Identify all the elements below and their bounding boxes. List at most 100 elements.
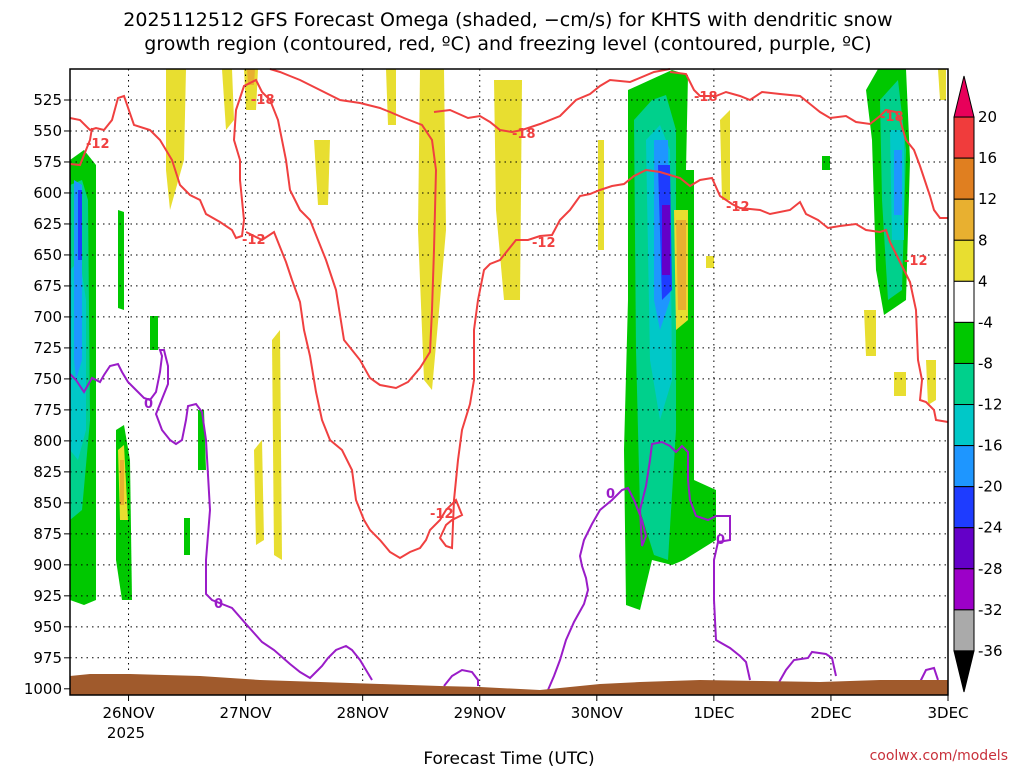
y-tick-label: 550 [33,122,62,140]
colorbar-label: -24 [978,519,1003,537]
colorbar-swatch [953,445,975,488]
contour-label-purple: 0 [716,533,725,548]
freezing-contour-right [547,440,751,691]
omega-shading [70,69,946,610]
shade-yellow [706,256,714,268]
colorbar-swatch [953,486,975,529]
colorbar-label: -8 [978,354,993,372]
freezing-contour-far-right [919,666,939,683]
y-tick-label: 925 [33,587,62,605]
colorbar: 20 16 12 8 4 -4 -8 -12 -16 -20 -24 -28 -32 -36 [953,75,1003,693]
shade-blue [894,150,902,215]
contour-label-red: -12 [726,200,750,215]
shade-yellow [166,69,186,210]
contour-labels: -18 -12 -12 -12 -18 -18 -12 -12 -18 -12 … [86,90,928,612]
x-tick-label: 27NOV [220,704,273,722]
y-tick-label: 900 [33,556,62,574]
y-tick-label: 700 [33,308,62,326]
contour-minus12-left [69,127,93,167]
x-tick-label: 2DEC [810,704,851,722]
y-tick-label: 725 [33,339,62,357]
colorbar-label: -12 [978,396,1003,414]
colorbar-label: 20 [978,108,997,126]
colorbar-label: -32 [978,601,1003,619]
contour-minus12-main [245,168,949,560]
contour-label-purple: 0 [606,487,615,502]
colorbar-swatch [953,527,975,570]
contour-minus18-right [669,71,948,219]
contour-label-red: -12 [86,137,110,152]
x-tick-label: 1DEC [693,704,734,722]
y-tick-label: 650 [33,246,62,264]
y-tick-label: 625 [33,215,62,233]
contour-label-red: -18 [251,93,275,108]
colorbar-swatch [953,239,975,282]
shade-yellow [894,372,906,396]
x-axis-label: Forecast Time (UTC) [423,749,594,768]
shade-yellow [418,69,446,390]
shade-yellow [938,69,946,100]
colorbar-swatch [953,609,975,652]
y-tick-label: 850 [33,494,62,512]
colorbar-label: 8 [978,231,988,249]
colorbar-label: 12 [978,190,997,208]
y-tick-label: 950 [33,618,62,636]
colorbar-label: -16 [978,437,1003,455]
colorbar-swatch [953,116,975,159]
freezing-contour-center [443,668,479,687]
x-year-label: 2025 [107,724,145,742]
y-tick-label: 975 [33,649,62,667]
y-tick-label: 775 [33,401,62,419]
chart-title-line-2: growth region (contoured, red, ºC) and f… [144,33,871,55]
freezing-level-contours [69,349,939,691]
colorbar-swatch [953,404,975,447]
shade-yellow [314,140,330,205]
x-tick-label: 29NOV [454,704,507,722]
contour-label-red: -18 [880,110,904,125]
colorbar-arrow-top [953,75,975,118]
y-tick-label: 800 [33,432,62,450]
contour-label-purple: 0 [214,597,223,612]
y-tick-label: 875 [33,525,62,543]
x-tick-label: 3DEC [927,704,968,722]
shade-green [184,518,190,555]
plot-area: -18 -12 -12 -12 -18 -18 -12 -12 -18 -12 … [69,68,949,696]
colorbar-label: -4 [978,313,993,331]
colorbar-swatch [953,568,975,611]
colorbar-swatch [953,362,975,406]
y-tick-label: 600 [33,184,62,202]
plot-frame [69,68,949,696]
chart-title-line-1: 2025112512 GFS Forecast Omega (shaded, −… [123,9,892,31]
y-tick-label: 525 [33,91,62,109]
y-tick-label: 825 [33,463,62,481]
freezing-contour-left [69,349,373,681]
colorbar-swatch [953,157,975,200]
contour-label-red: -18 [694,90,718,105]
shade-yellow [222,69,234,130]
contour-label-red: -12 [904,254,928,269]
contour-label-red: -12 [532,236,556,251]
shade-darkblue [78,190,82,260]
contour-minus18-left [69,68,438,390]
y-tick-label: 1000 [24,680,62,698]
x-tick-label: 30NOV [571,704,624,722]
colorbar-swatch [953,321,975,364]
y-tick-label: 750 [33,370,62,388]
credit-text: coolwx.com/models [870,748,1008,764]
contour-label-red: -18 [512,127,536,142]
colorbar-label: 4 [978,272,988,290]
grid-lines [70,69,948,695]
x-axis: 26NOV 27NOV 28NOV 29NOV 30NOV 1DEC 2DEC 3DEC [102,695,969,722]
y-tick-label: 575 [33,153,62,171]
shade-yellow [864,310,876,356]
x-tick-label: 28NOV [337,704,390,722]
shade-purple [662,205,670,275]
contour-label-red: -12 [430,507,454,522]
shade-orange [120,460,124,505]
y-tick-label: 675 [33,277,62,295]
shade-green [822,156,830,170]
shade-yellow [494,80,522,300]
shade-green [150,316,158,350]
terrain-band [70,674,948,695]
dendritic-growth-contours [69,68,949,560]
